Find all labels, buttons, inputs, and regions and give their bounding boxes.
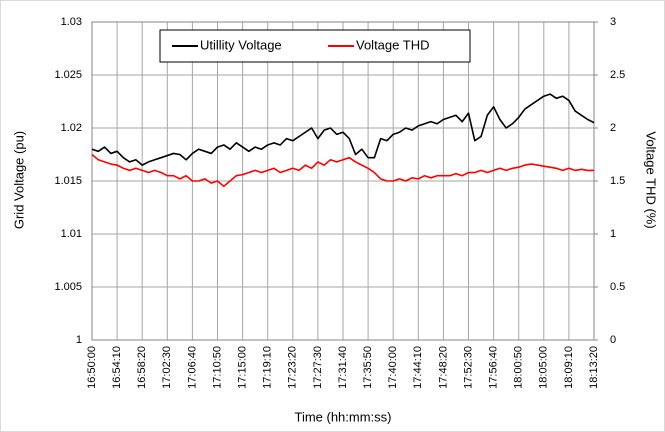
y-tick-label: 1.03 — [61, 16, 82, 28]
legend-label: Utillity Voltage — [200, 37, 282, 52]
x-tick-label: 17:56:40 — [488, 346, 500, 389]
x-tick-label: 16:50:00 — [86, 346, 98, 389]
x-tick-label: 17:31:40 — [337, 346, 349, 389]
y2-tick-label: 0 — [610, 334, 616, 346]
x-tick-label: 17:06:40 — [186, 346, 198, 389]
x-tick-label: 17:15:00 — [237, 346, 249, 389]
legend-label: Voltage THD — [356, 37, 429, 52]
y2-tick-label: 3 — [610, 16, 616, 28]
y2-tick-label: 1.5 — [610, 175, 625, 187]
x-tick-label: 17:02:30 — [161, 346, 173, 389]
x-tick-label: 17:35:50 — [362, 346, 374, 389]
x-axis-title: Time (hh:mm:ss) — [294, 409, 391, 424]
y-tick-label: 1 — [76, 334, 82, 346]
series-line — [91, 153, 594, 188]
y2-tick-label: 0.5 — [610, 281, 625, 293]
y-tick-label: 1.005 — [54, 281, 82, 293]
y-axis-title: Grid Voltage (pu) — [11, 131, 26, 229]
x-tick-label: 17:10:50 — [211, 346, 223, 389]
legend-box — [159, 29, 471, 63]
x-tick-label: 16:58:20 — [136, 346, 148, 389]
x-tick-label: 18:05:00 — [538, 346, 550, 389]
x-tick-label: 17:19:10 — [262, 346, 274, 389]
x-tick-label: 17:44:10 — [412, 346, 424, 389]
x-tick-label: 18:13:20 — [588, 346, 600, 389]
y-tick-label: 1.015 — [54, 175, 82, 187]
x-tick-label: 16:54:10 — [111, 346, 123, 389]
x-tick-label: 18:09:10 — [563, 346, 575, 389]
series-line — [91, 93, 595, 166]
x-tick-label: 18:00:50 — [513, 346, 525, 389]
x-tick-label: 17:40:00 — [387, 346, 399, 389]
plot-border — [91, 21, 595, 341]
y-tick-label: 1.025 — [54, 69, 82, 81]
y2-axis-title: Voltage THD (%) — [644, 131, 659, 228]
y2-tick-label: 2.5 — [610, 69, 625, 81]
x-tick-label: 17:27:30 — [312, 346, 324, 389]
x-tick-label: 17:48:20 — [437, 346, 449, 389]
x-tick-label: 17:52:30 — [462, 346, 474, 389]
y-tick-label: 1.01 — [61, 228, 82, 240]
y2-tick-label: 1 — [610, 228, 616, 240]
y2-tick-label: 2 — [610, 122, 616, 134]
y-tick-label: 1.02 — [61, 122, 82, 134]
x-tick-label: 17:23:20 — [287, 346, 299, 389]
